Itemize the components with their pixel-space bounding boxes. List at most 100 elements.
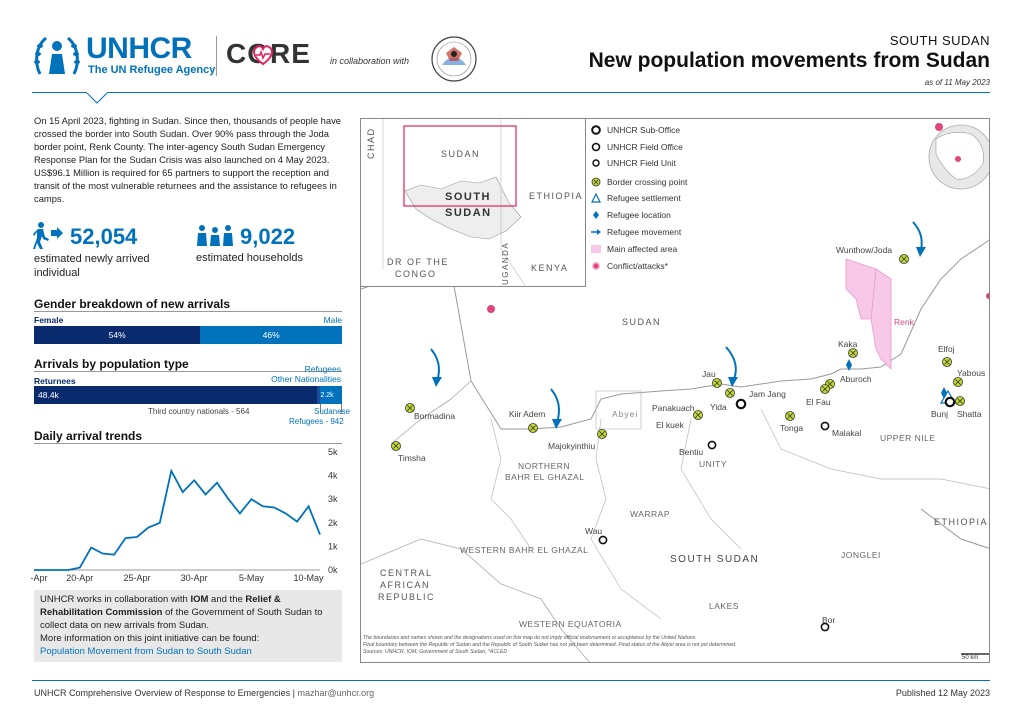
header-rule: [32, 92, 990, 93]
collab-link[interactable]: Population Movement from Sudan to South …: [40, 646, 252, 657]
location-icon: [593, 211, 599, 219]
sudanese-connector: [341, 404, 342, 414]
map-legend: [586, 119, 771, 284]
x-tick-label: 30-Apr: [181, 573, 208, 583]
gender-title: Gender breakdown of new arrivals: [34, 297, 231, 311]
country-label: SOUTH SUDAN: [889, 33, 990, 48]
core-heart-icon: [253, 45, 273, 66]
region-nbg-1: NORTHERN: [518, 461, 571, 471]
trends-rule: [34, 443, 342, 444]
inset-drc-1: DR OF THE: [387, 257, 449, 267]
sudanese-value-label: Refugees - 942: [289, 417, 344, 426]
region-warrap: WARRAP: [630, 509, 670, 519]
poptype-title: Arrivals by population type: [34, 357, 189, 371]
map-south-sudan: SOUTH SUDAN: [670, 554, 760, 565]
map-ethiopia: ETHIOPIA: [934, 517, 989, 527]
field-unit-icon: [592, 159, 600, 167]
male-bar: 46%: [200, 326, 342, 344]
place-bor: Bor: [822, 615, 836, 625]
returnees-value: 48.4k: [38, 390, 59, 400]
households-label: estimated households: [196, 252, 304, 264]
x-tick-label: 5-May: [239, 573, 265, 583]
legend-border-point: Border crossing point: [591, 177, 687, 187]
other-nat-label: Other Nationalities: [271, 374, 341, 384]
border-point-marker: [848, 348, 858, 358]
field-office-icon: [591, 142, 601, 152]
map-disclaimer: The boundaries and names shown and the d…: [363, 635, 923, 656]
org-name: UNHCR: [86, 32, 192, 65]
settlement-icon: [591, 193, 601, 203]
inset-uganda: UGANDA: [501, 241, 510, 285]
region-nbg-2: BAHR EL GHAZAL: [505, 472, 585, 482]
border-point-marker: [528, 423, 538, 433]
border-point-marker: [391, 441, 401, 451]
place-renk: Renk: [894, 317, 914, 327]
inset-south-sudan-1: SOUTH: [445, 191, 491, 203]
region-wbg: WESTERN BAHR EL GHAZAL: [460, 545, 589, 555]
border-point-marker: [785, 411, 795, 421]
region-unity: UNITY: [699, 459, 727, 469]
x-tick-label: 10-May: [294, 573, 325, 583]
y-tick-label: 3k: [328, 494, 338, 504]
border-point-marker: [899, 254, 909, 264]
page-title: New population movements from Sudan: [588, 49, 990, 72]
place-jau: Jau: [702, 369, 716, 379]
collab-box-text: UNHCR works in collaboration with IOM an…: [40, 593, 340, 658]
border-point-marker: [712, 378, 722, 388]
inset-sudan: SUDAN: [441, 149, 481, 159]
region-jonglei: JONGLEI: [841, 550, 881, 560]
family-icon: [197, 225, 233, 246]
place-yabous: Yabous: [957, 368, 986, 378]
map-car-2: AFRICAN: [380, 580, 431, 590]
poptype-rule: [34, 371, 342, 372]
border-point-marker: [953, 377, 963, 387]
as-of-date: as of 11 May 2023: [924, 78, 990, 87]
person-walking-icon: [33, 222, 63, 249]
refugees-value: 2.2k: [320, 391, 334, 399]
collab-text-2: and the: [208, 594, 246, 605]
collab-more: More information on this joint initiativ…: [40, 633, 260, 644]
legend-field-office: UNHCR Field Office: [591, 142, 683, 152]
unhcr-emblem-icon: [34, 36, 80, 75]
border-point-marker: [725, 388, 735, 398]
place-jamjang: Jam Jang: [749, 389, 786, 399]
refugees-label: Refugees: [304, 364, 341, 374]
border-point-icon: [591, 177, 601, 187]
field-office-marker: [820, 622, 830, 632]
border-point-marker: [597, 429, 607, 439]
org-tagline: The UN Refugee Agency: [88, 64, 216, 76]
place-shatta: Shatta: [957, 409, 982, 419]
collab-text: in collaboration with: [330, 56, 410, 66]
footer-email[interactable]: mazhar@unhcr.org: [297, 688, 375, 698]
collab-iom: IOM: [190, 594, 209, 605]
header-caret: [86, 92, 108, 104]
place-majokyinthiu: Majokyinthiu: [548, 441, 596, 451]
arrivals-value: 52,054: [70, 224, 138, 249]
legend-field-unit: UNHCR Field Unit: [591, 158, 676, 168]
female-bar: 54%: [34, 326, 201, 344]
place-aburoch: Aburoch: [840, 374, 872, 384]
male-pct: 46%: [262, 330, 280, 340]
legend-sub-office: UNHCR Sub-Office: [591, 125, 680, 135]
place-wau: Wau: [585, 526, 603, 536]
returnees-bar: 48.4k: [34, 386, 318, 404]
border-point-marker: [405, 403, 415, 413]
place-bunj: Bunj: [931, 409, 949, 419]
arrivals-label: estimated newly arrived individual: [34, 253, 150, 279]
place-bormadina: Bormadina: [414, 411, 456, 421]
female-pct: 54%: [108, 330, 126, 340]
place-bentiu: Bentiu: [679, 447, 704, 457]
map-car-3: REPUBLIC: [378, 592, 436, 602]
map-sudan: SUDAN: [622, 317, 662, 327]
y-tick-label: 2k: [328, 518, 338, 528]
place-abyei: Abyei: [612, 409, 639, 419]
returnees-label: Returnees: [34, 376, 76, 386]
partner-seal-icon: [431, 36, 477, 82]
map-frame: CHAD SUDAN SOUTH SUDAN ETHIOPIA DR OF TH…: [360, 118, 990, 663]
disclaimer-line-3: Sources: UNHCR, IOM, Government of South…: [363, 649, 508, 655]
place-kaka: Kaka: [838, 339, 858, 349]
sub-office-marker: [944, 396, 956, 408]
logo-divider: [216, 36, 217, 76]
place-wunthow: Wunthow/Joda: [836, 245, 893, 255]
inset-map: CHAD SUDAN SOUTH SUDAN ETHIOPIA DR OF TH…: [361, 119, 586, 287]
